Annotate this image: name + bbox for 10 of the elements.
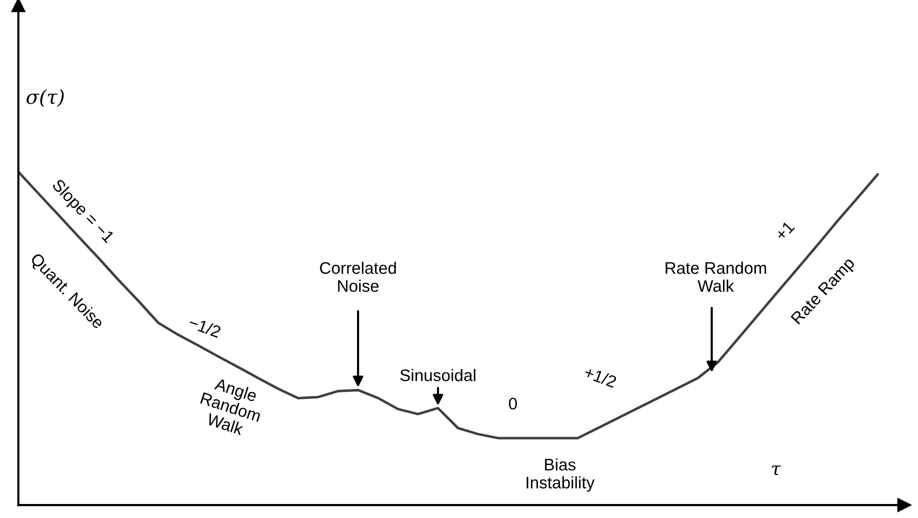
annotation: Sinusoidal <box>400 368 476 382</box>
annotation: Rate Random Walk <box>666 262 766 292</box>
annotation: Correlated Noise <box>320 262 396 292</box>
annotation: −1/2 <box>188 316 222 338</box>
annotation: +1 <box>774 220 795 242</box>
annotation: +1/2 <box>584 366 618 388</box>
x-axis-title: τ <box>772 466 781 476</box>
annotation: Bias Instability <box>526 458 595 492</box>
annotation: 0 <box>508 398 517 410</box>
y-axis-title: σ(τ) <box>26 89 64 107</box>
